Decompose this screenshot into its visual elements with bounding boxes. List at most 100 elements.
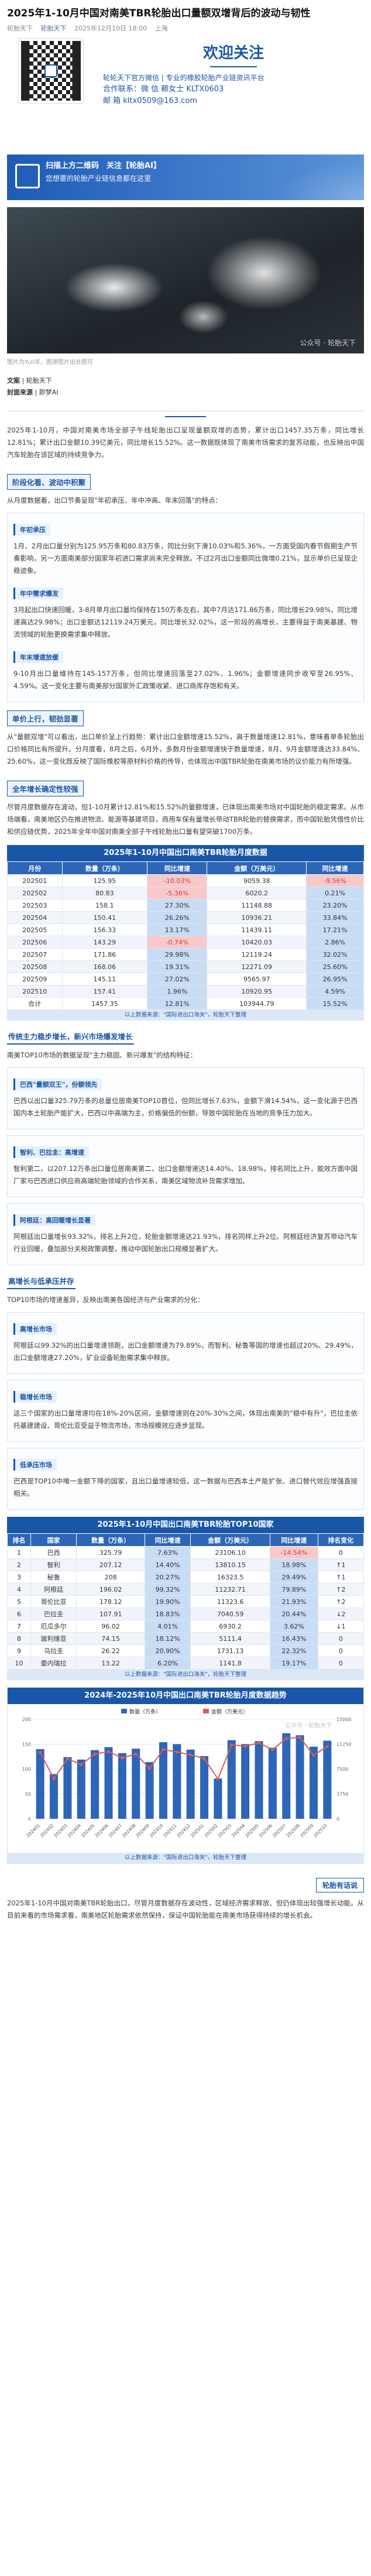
top10-cell: 1731.13: [190, 1644, 270, 1657]
y1-tick-label: 100: [22, 1767, 31, 1772]
bar-quantity: [255, 1741, 263, 1819]
monthly-row: 202510 157.41 1.96% 10920.95 4.59%: [7, 985, 364, 998]
top10-row: 6 巴拉圭 107.91 18.83% 7040.59 20.44% ↓2: [6, 1608, 365, 1620]
outro-tag: 轮胎有话说: [315, 1878, 364, 1892]
top10-cell: 3: [6, 1571, 32, 1584]
bar-quantity: [214, 1778, 222, 1819]
monthly-cell: 1457.35: [61, 997, 148, 1010]
top10-header-5: 同比增速: [269, 1533, 318, 1547]
top10-cell: 19.17%: [269, 1657, 318, 1670]
top10-row: 10 委内瑞拉 13.22 6.20% 1141.8 19.17% 0: [6, 1657, 365, 1670]
monthly-cell: 202505: [7, 923, 63, 936]
qr-code[interactable]: [18, 38, 84, 104]
top10-table: 2025年1-10月中国出口南美TBR轮胎TOP10国家 排名 国家 数量（万条）同…: [6, 1517, 365, 1680]
contact-email: 邮 箱 kltx0509@163.com: [103, 97, 197, 105]
top10-cell: 6: [6, 1608, 32, 1620]
x-tick-label: 202408: [121, 1823, 137, 1839]
bar-quantity: [50, 1774, 59, 1819]
hero-image[interactable]: 公众号 · 轮胎天下: [7, 207, 364, 353]
outro-tag-wrap: 轮胎有话说: [7, 1878, 364, 1892]
monthly-cell: 202507: [7, 948, 63, 961]
x-tick-label: 202503: [217, 1823, 233, 1839]
top10-cell: 99.32%: [144, 1583, 191, 1596]
top10-cell: 21.93%: [269, 1595, 318, 1608]
y1-tick-label: 200: [22, 1717, 31, 1722]
top10-cell: 208: [76, 1571, 145, 1584]
bar-quantity: [159, 1742, 167, 1819]
s4c-heading: 阿根廷：高回暖增长显著: [13, 1214, 95, 1226]
x-tick-label: 202406: [94, 1823, 109, 1839]
y2-tick-label: 7500: [336, 1767, 348, 1772]
welcome-underline: [210, 66, 257, 67]
top10-row: 1 巴西 325.79 7.63% 23106.10 -14.54% 0: [6, 1546, 365, 1559]
point-amount: [202, 1757, 206, 1760]
top10-cell: 4.01%: [144, 1620, 191, 1633]
x-tick-label: 202402: [39, 1823, 55, 1839]
top10-cell: 巴拉圭: [30, 1608, 77, 1620]
monthly-cell: 157.41: [61, 985, 148, 998]
point-amount: [271, 1748, 274, 1751]
point-amount: [298, 1736, 302, 1739]
top10-header-0: 排名: [6, 1533, 32, 1547]
bar-quantity: [145, 1762, 154, 1819]
top10-cell: 秘鲁: [30, 1571, 77, 1584]
monthly-cell: 103944.79: [207, 997, 307, 1010]
point-amount: [162, 1748, 165, 1751]
trend-chart: 2024年-2025年10月中国出口南美TBR轮胎月度数据趋势 0 0 50 3750…: [7, 1687, 364, 1864]
top10-cell: 207.12: [76, 1558, 145, 1571]
monthly-cell: 12.81%: [147, 997, 208, 1010]
monthly-cell: 0.21%: [306, 887, 364, 899]
bar-quantity: [323, 1740, 332, 1819]
top10-row: 5 哥伦比亚 178.12 19.90% 11323.6 21.93% ↑2: [6, 1595, 365, 1608]
monthly-cell: 11439.11: [207, 923, 307, 936]
top10-cell: ↑2: [317, 1583, 365, 1596]
s4c-paragraph: 阿根廷出口量增长93.32%，排名上升2位，轮胎金额增速达21.93%，排名同样…: [13, 1232, 358, 1253]
section-5-heading: 高增长与低承压并存: [7, 1273, 75, 1289]
top10-cell: 74.15: [76, 1632, 145, 1645]
top10-cell: 乌拉圭: [30, 1644, 77, 1657]
top10-row: 8 玻利维亚 74.15 18.12% 5111.4 16.43% 0: [6, 1632, 365, 1645]
bar-quantity: [91, 1750, 99, 1819]
top10-cell: 16323.5: [190, 1571, 270, 1584]
monthly-table: 2025年1-10月中国出口南美TBR轮胎月度数据 月份 数量（万条） 同比增速 金额…: [7, 845, 364, 1021]
top10-cell: 0: [317, 1546, 365, 1559]
monthly-row: 202508 168.06 19.31% 12271.09 25.60%: [7, 960, 364, 973]
y1-tick-label: 50: [25, 1792, 31, 1797]
monthly-cell: 156.33: [61, 923, 148, 936]
top10-cell: ↑2: [317, 1595, 365, 1608]
section-4b-card: 智利、巴拉圭：高增速 智利第二，以207.12万条出口量位居南美第二，出口金额增…: [7, 1135, 364, 1197]
top10-table-source: 以上数据来源："国际进出口海关"，轮胎天下整理: [7, 1670, 364, 1680]
monthly-cell: 4.59%: [306, 985, 364, 998]
section-divider: [7, 402, 364, 420]
monthly-cell: 143.29: [61, 936, 148, 949]
s5b-paragraph: 这三个国家的出口量增速均在18%-20%区间，金额增速则在20%-30%之间，体…: [13, 1409, 358, 1430]
y2-tick-label: 3750: [336, 1792, 348, 1797]
monthly-cell: 26.95%: [306, 973, 364, 985]
legend-swatch: [121, 1709, 127, 1713]
section-5a-card: 高增长市场 阿根廷以99.32%的出口量增速领跑，出口金额增速为79.89%，而…: [7, 1312, 364, 1374]
top10-cell: 16.43%: [269, 1632, 318, 1645]
qr-logo-icon: [44, 64, 57, 77]
monthly-cell: 202510: [7, 985, 63, 998]
follow-banner: 欢迎关注 轮轮天下官方微信 | 专业的橡胶轮胎产业链资讯平台 合作联系：微 信 …: [7, 38, 364, 150]
monthly-cell: 80.83: [61, 887, 148, 899]
monthly-row: 202504 150.41 26.26% 10936.21 33.84%: [7, 911, 364, 924]
legend-label: 数量（万条）: [129, 1708, 161, 1715]
account-link[interactable]: 轮胎天下: [40, 25, 67, 32]
bar-quantity: [77, 1759, 85, 1819]
monthly-cell: 202508: [7, 960, 63, 973]
top10-cell: 9: [6, 1644, 32, 1657]
section-4-intro: 南美TOP10市场的数据呈现"主力稳固、新兴爆发"的结构特征：: [7, 1051, 197, 1059]
point-amount: [216, 1777, 219, 1781]
x-tick-label: 202501: [190, 1823, 205, 1839]
monthly-cell: 202504: [7, 911, 63, 924]
chart-source: 以上数据来源："国际进出口海关"，轮胎天下整理: [8, 1853, 363, 1863]
monthly-cell: 19.31%: [147, 960, 208, 973]
monthly-cell: 125.95: [61, 874, 148, 887]
top10-cell: 1: [6, 1546, 32, 1559]
s5c-paragraph: 巴西是TOP10中唯一金额下降的国家，且出口量增速较低，这一数据与巴西本土产能扩…: [13, 1477, 358, 1497]
monthly-cell: 10920.95: [207, 985, 307, 998]
top10-cell: 5111.4: [190, 1632, 270, 1645]
hero-caption: 图片为Yuli华，图源图片出处图可: [7, 359, 93, 366]
